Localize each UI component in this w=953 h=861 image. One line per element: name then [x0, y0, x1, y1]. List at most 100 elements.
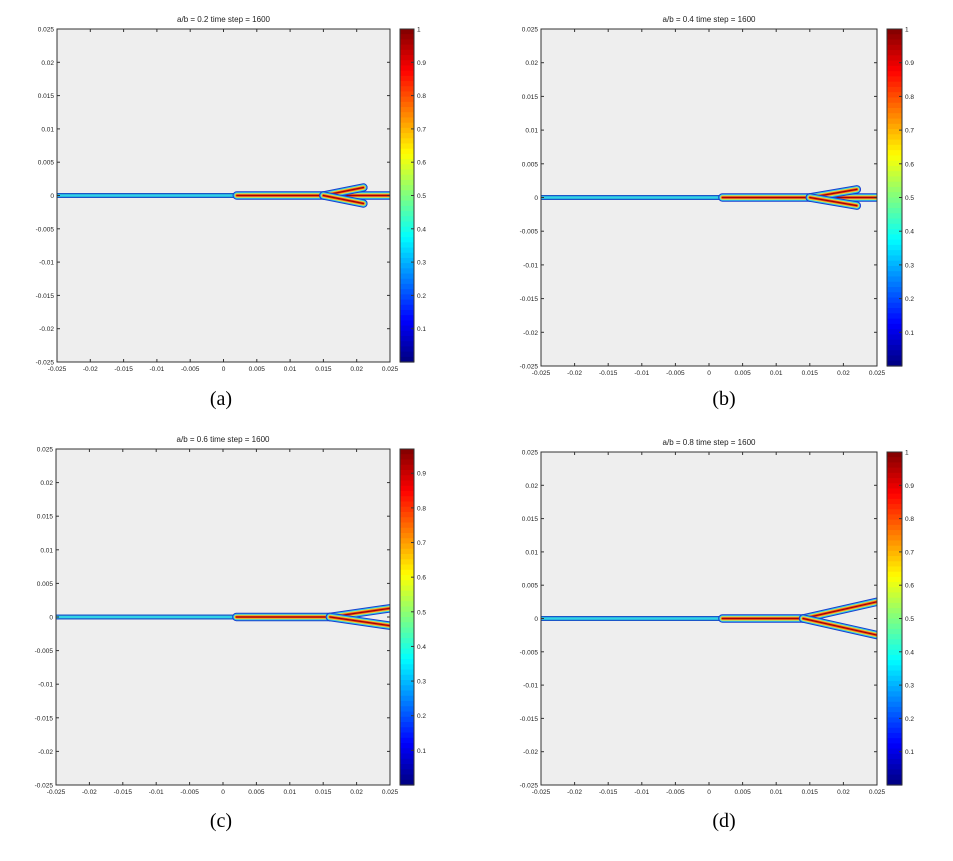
colorbar-swatch-c-59: [400, 758, 414, 765]
colorbar-swatch-a-48: [400, 278, 414, 285]
colorbar-swatch-d-56: [887, 743, 902, 750]
y-tick-label-a-0: 0.025: [38, 27, 55, 34]
colorbar-swatch-b-20: [887, 134, 902, 141]
colorbar-swatch-d-62: [887, 774, 902, 781]
colorbar-swatch-b-35: [887, 213, 902, 220]
colorbar-tick-label-d-0: 1: [905, 450, 909, 457]
colorbar-swatch-a-1: [400, 34, 414, 40]
colorbar-swatch-c-36: [400, 638, 414, 644]
x-tick-label-a-10: 0.025: [382, 366, 399, 373]
colorbar-swatch-c-0: [400, 449, 414, 455]
colorbar-swatch-c-25: [400, 580, 414, 587]
x-tick-label-b-4: -0.005: [666, 370, 685, 377]
colorbar-tick-label-a-1: 0.9: [417, 60, 426, 67]
colorbar-swatch-b-3: [887, 44, 902, 51]
y-tick-label-a-8: -0.015: [36, 293, 55, 300]
y-tick-label-b-10: -0.025: [520, 364, 539, 371]
colorbar-swatch-d-43: [887, 675, 902, 682]
colorbar-swatch-a-9: [400, 75, 414, 82]
colorbar-swatch-d-39: [887, 654, 902, 661]
colorbar-swatch-c-3: [400, 464, 414, 471]
x-tick-label-b-3: -0.01: [634, 370, 649, 377]
x-tick-label-d-9: 0.02: [837, 789, 850, 796]
colorbar-swatch-c-46: [400, 690, 414, 697]
colorbar-swatch-b-22: [887, 144, 902, 151]
colorbar-tick-label-c-7: 0.2: [417, 713, 426, 720]
colorbar-swatch-d-23: [887, 571, 902, 578]
colorbar-swatch-b-9: [887, 76, 902, 83]
colorbar-swatch-b-46: [887, 271, 902, 278]
colorbar-swatch-c-16: [400, 533, 414, 539]
colorbar-swatch-d-4: [887, 472, 902, 479]
crack-branch-2-layer-5-a: [322, 194, 364, 205]
colorbar-swatch-b-25: [887, 160, 902, 167]
colorbar-tick-label-b-4: 0.6: [905, 161, 914, 168]
y-tick-label-a-7: -0.01: [39, 260, 54, 267]
colorbar-swatch-a-18: [400, 122, 414, 129]
colorbar-swatch-d-47: [887, 696, 902, 703]
colorbar-swatch-a-32: [400, 195, 414, 202]
colorbar-swatch-a-22: [400, 143, 414, 150]
colorbar-swatch-c-62: [400, 774, 414, 781]
crack-field-d: [541, 597, 877, 640]
colorbar-swatch-c-61: [400, 769, 414, 776]
colorbar-swatch-c-6: [400, 480, 414, 487]
colorbar-swatch-d-22: [887, 566, 902, 573]
colorbar-swatch-c-37: [400, 643, 414, 650]
x-tick-label-a-8: 0.015: [315, 366, 332, 373]
colorbar-swatch-a-16: [400, 112, 414, 119]
colorbar-swatch-a-13: [400, 96, 414, 103]
colorbar-swatch-b-47: [887, 276, 902, 283]
colorbar-swatch-c-54: [400, 732, 414, 739]
x-tick-label-c-4: -0.005: [180, 789, 199, 796]
y-tick-label-b-8: -0.015: [520, 296, 539, 303]
colorbar-swatch-d-14: [887, 524, 902, 531]
colorbar-tick-label-b-1: 0.9: [905, 60, 914, 67]
colorbar-swatch-d-48: [887, 701, 902, 708]
colorbar-tick-label-d-8: 0.2: [905, 716, 914, 723]
x-tick-label-d-4: -0.005: [666, 789, 685, 796]
y-tick-label-d-4: 0.005: [522, 583, 539, 590]
colorbar-swatch-b-53: [887, 308, 902, 314]
colorbar-swatch-a-21: [400, 138, 414, 145]
colorbar-swatch-d-33: [887, 623, 902, 630]
colorbar-swatch-b-63: [887, 360, 902, 367]
colorbar-swatch-d-29: [887, 602, 902, 609]
colorbar-swatch-c-27: [400, 590, 414, 597]
colorbar-swatch-b-50: [887, 292, 902, 299]
x-tick-label-b-0: -0.025: [532, 370, 551, 377]
colorbar-tick-label-d-7: 0.3: [905, 683, 914, 690]
chart-panel-a: a/b = 0.2 time step = 1600 -0.025 -0.02 -0.…: [0, 0, 476, 430]
colorbar-swatch-a-38: [400, 226, 414, 233]
colorbar-swatch-d-26: [887, 587, 902, 594]
colorbar-swatch-b-44: [887, 260, 902, 267]
colorbar-swatch-c-19: [400, 548, 414, 555]
colorbar-swatch-b-27: [887, 171, 902, 178]
colorbar-frame-c: [399, 448, 415, 786]
colorbar-swatch-a-20: [400, 133, 414, 139]
colorbar-swatch-a-8: [400, 70, 414, 77]
colorbar-swatch-a-27: [400, 169, 414, 176]
colorbar-swatch-a-41: [400, 242, 414, 249]
y-tick-label-c-0: 0.025: [37, 447, 54, 454]
colorbar-swatch-d-51: [887, 717, 902, 724]
y-tick-label-c-2: 0.015: [37, 514, 54, 521]
colorbar-tick-label-c-0: 0.9: [417, 471, 426, 478]
colorbar-swatch-a-33: [400, 200, 414, 207]
colorbar-tick-label-a-3: 0.7: [417, 126, 426, 133]
crack-branch-1-layer-5-d: [802, 601, 877, 620]
y-tick-label-c-10: -0.025: [35, 783, 54, 790]
colorbar-swatch-c-52: [400, 722, 414, 728]
colorbar-swatch-a-24: [400, 153, 414, 160]
colorbar-swatch-a-39: [400, 231, 414, 238]
caption-c: (c): [209, 810, 233, 832]
x-tick-label-a-5: 0: [222, 366, 226, 373]
colorbar-swatch-d-17: [887, 540, 902, 547]
x-tick-label-c-0: -0.025: [47, 789, 66, 796]
y-tick-label-b-5: 0: [534, 195, 538, 202]
x-tick-label-d-6: 0.005: [734, 789, 751, 796]
colorbar-swatch-d-10: [887, 504, 902, 510]
colorbar-swatch-a-12: [400, 91, 414, 98]
colorbar-swatch-a-49: [400, 283, 414, 290]
y-tick-label-d-6: -0.005: [520, 649, 539, 656]
